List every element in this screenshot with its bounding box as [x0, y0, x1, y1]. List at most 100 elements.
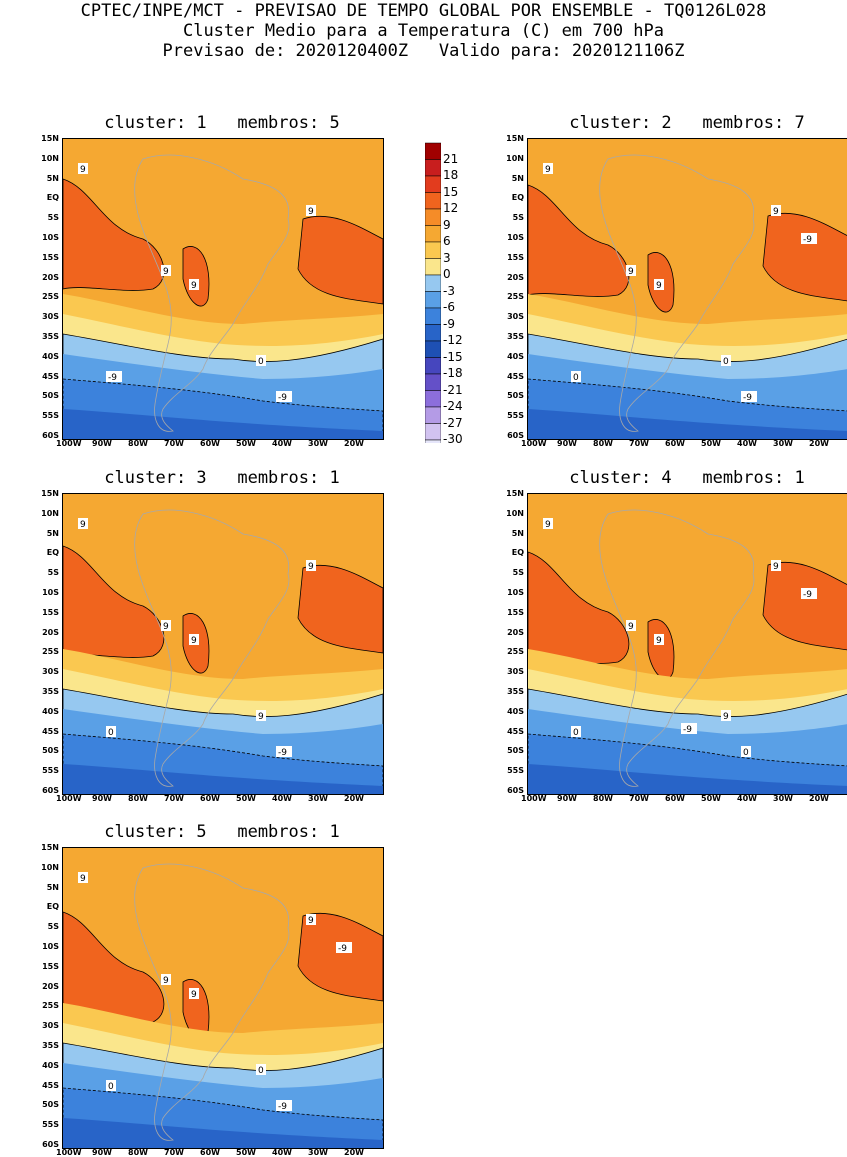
legend-swatch [425, 192, 441, 210]
panel-title: cluster: 4 membros: 1 [569, 468, 805, 488]
lat-label: 5N [511, 173, 524, 183]
lon-label: 40W [272, 1148, 292, 1157]
forecast-map: 9 9 9 9 9 0 0 -9 -9 [527, 493, 847, 795]
lat-label: 40S [42, 351, 59, 361]
lon-label: 100W [521, 439, 547, 448]
lat-label: 15S [507, 252, 524, 262]
panel-title: cluster: 5 membros: 1 [104, 822, 340, 842]
legend-label: 15 [443, 184, 459, 199]
lon-label: 90W [92, 794, 112, 803]
legend-label: -18 [443, 366, 463, 380]
contour-label: -9 [803, 590, 812, 600]
legend-swatch [425, 225, 441, 243]
lat-label: 5N [511, 528, 524, 538]
lon-label: 40W [737, 794, 757, 803]
lat-label: 15N [41, 489, 59, 498]
contour-label: 9 [656, 636, 662, 646]
legend-label: 18 [443, 168, 459, 182]
legend-swatch [425, 175, 441, 193]
lat-label: 15S [42, 961, 59, 971]
lat-label: 40S [507, 706, 524, 716]
lat-label: 35S [42, 687, 59, 696]
lon-label: 20W [809, 794, 829, 803]
lat-label: 55S [42, 1120, 59, 1130]
lat-label: 5S [512, 213, 524, 223]
contour-label: -9 [278, 1102, 287, 1112]
contour-label: 9 [191, 281, 197, 291]
lon-label: 100W [521, 794, 547, 803]
lon-label: 20W [344, 794, 364, 803]
lon-label: 80W [128, 1148, 148, 1157]
legend-swatch [425, 241, 441, 259]
contour-label: 9 [545, 165, 551, 175]
lat-label: 35S [42, 332, 59, 341]
contour-label: 9 [545, 520, 551, 530]
lon-label: 100W [56, 794, 82, 803]
legend-label: 21 [443, 151, 459, 166]
lat-label: 15S [42, 607, 59, 617]
lat-label: 50S [42, 391, 59, 401]
lon-label: 50W [701, 794, 721, 803]
lat-label: 15S [42, 252, 59, 262]
lon-label: 40W [272, 794, 292, 803]
lon-label: 80W [128, 439, 148, 448]
lon-label: 50W [701, 439, 721, 448]
legend-swatch [425, 324, 441, 342]
lat-label: 55S [42, 411, 59, 421]
contour-label: 9 [191, 636, 197, 646]
lat-label: 10N [41, 862, 59, 872]
legend-swatch [425, 373, 441, 391]
lat-label: 15N [506, 489, 524, 498]
lat-label: 10N [41, 508, 59, 518]
contour-label: 9 [773, 207, 779, 217]
panel-title: cluster: 2 membros: 7 [569, 113, 805, 133]
lat-label: 15N [41, 134, 59, 143]
lon-label: 90W [92, 439, 112, 448]
lat-label: 50S [42, 746, 59, 756]
lon-label: 20W [809, 439, 829, 448]
lat-label: 10N [506, 153, 524, 163]
legend-swatch [425, 208, 441, 226]
contour-label: 9 [723, 712, 729, 722]
color-legend [425, 142, 441, 443]
lat-label: 25S [42, 292, 59, 302]
contour-label: 9 [163, 622, 169, 632]
contour-label: -9 [278, 748, 287, 758]
contour-label: 0 [723, 357, 729, 367]
header-line-3: Previsao de: 2020120400Z Valido para: 20… [162, 41, 685, 61]
legend-swatch [425, 142, 441, 160]
lat-label: 25S [507, 647, 524, 657]
lat-label: 50S [507, 391, 524, 401]
legend-swatch [425, 390, 441, 408]
lat-label: 10S [507, 233, 524, 242]
legend-swatch [425, 439, 441, 443]
lat-label: 60S [42, 786, 59, 795]
lat-label: 20S [507, 272, 524, 282]
lat-label: 15N [506, 134, 524, 143]
legend-label: -30 [443, 432, 463, 446]
legend-label: -21 [443, 382, 463, 397]
lon-label: 60W [200, 439, 220, 448]
lat-label: 15S [507, 607, 524, 617]
contour-label: -9 [803, 235, 812, 245]
lat-label: 20S [42, 981, 59, 991]
legend-label: 3 [443, 250, 451, 265]
lat-label: 25S [42, 1001, 59, 1011]
lon-label: 70W [164, 1148, 184, 1157]
legend-swatch [425, 423, 441, 441]
lat-label: EQ [46, 902, 59, 912]
panel-title: cluster: 1 membros: 5 [104, 113, 340, 133]
lat-label: EQ [46, 548, 59, 558]
legend-label: 9 [443, 217, 451, 232]
contour-label: 9 [628, 267, 634, 277]
contour-label: -9 [743, 393, 752, 403]
lat-label: 10S [42, 588, 59, 597]
contour-label: 9 [191, 990, 197, 1000]
lon-label: 90W [92, 1148, 112, 1157]
lat-label: 30S [507, 312, 524, 322]
contour-label: 0 [573, 373, 579, 383]
legend-label: -3 [443, 283, 455, 298]
lat-label: 10S [507, 588, 524, 597]
legend-swatch [425, 274, 441, 292]
legend-swatch [425, 258, 441, 276]
